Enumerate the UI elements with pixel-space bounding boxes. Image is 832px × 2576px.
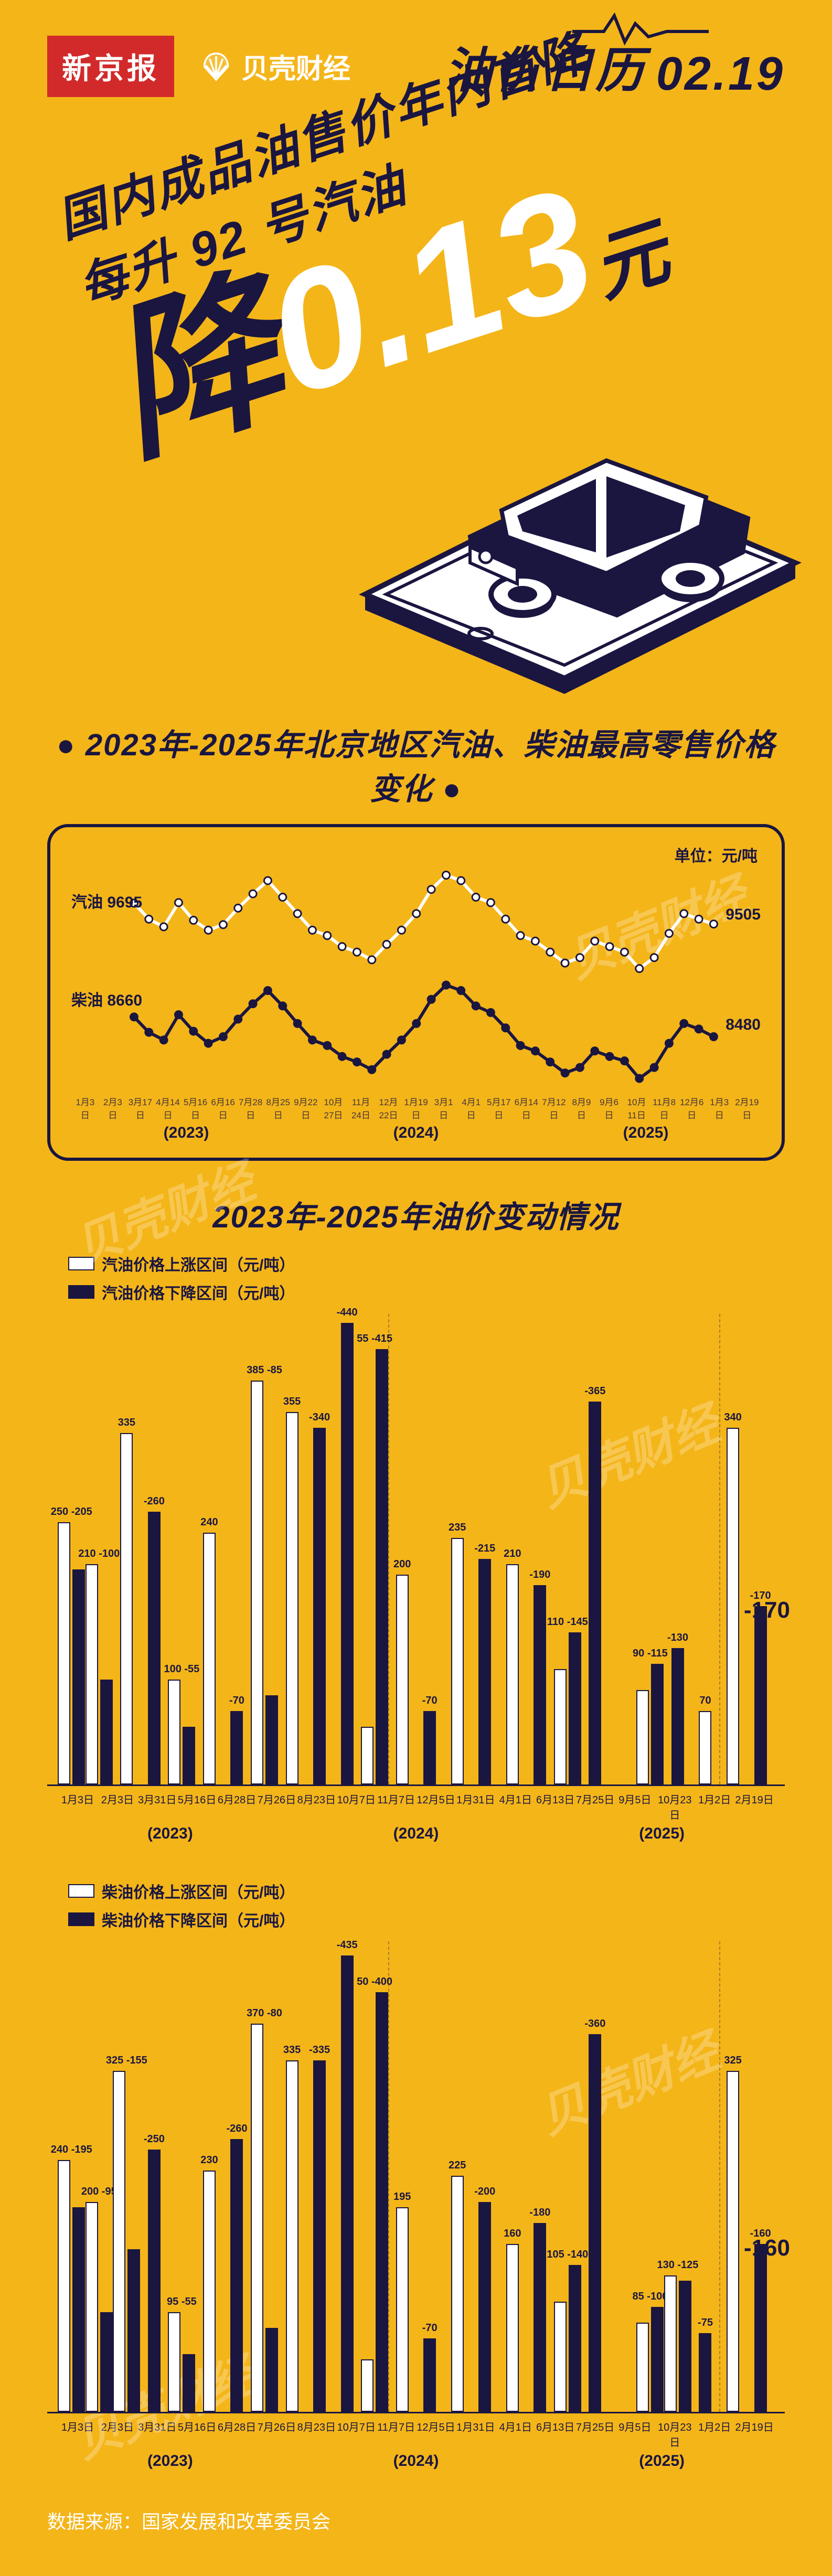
gasoline-legend: 汽油价格上涨区间（元/吨） 汽油价格下降区间（元/吨） bbox=[68, 1252, 785, 1303]
gasoline-xticks: 1月3日2月3日3月31日5月16日6月28日7月26日8月23日10月7日11… bbox=[47, 1791, 785, 1822]
hero: 国内成品油售价年内首降 每升 92 号汽油 降0.13元 bbox=[47, 122, 785, 699]
line-chart-box: 贝壳财经 单位：元/吨 汽油 9695 9505 柴油 8660 8480 1月… bbox=[47, 824, 785, 1161]
gasoline-left-label: 汽油 9695 bbox=[71, 889, 142, 912]
legend-down-label: 柴油价格下降区间（元/吨） bbox=[102, 1908, 295, 1931]
line-chart-svg bbox=[71, 859, 761, 1089]
brand-xinjingbao: 新京报 bbox=[47, 36, 174, 97]
section2-title: 2023年-2025年油价变动情况 bbox=[47, 1192, 785, 1236]
line-chart-title-text: 2023年-2025年北京地区汽油、柴油最高零售价格变化 bbox=[86, 728, 775, 806]
year-2025: (2025) bbox=[639, 1825, 685, 1843]
line-chart-years: (2023) (2024) (2025) bbox=[71, 1124, 761, 1142]
brand-beike: 贝壳财经 bbox=[200, 47, 350, 86]
title-date: 02.19 bbox=[656, 47, 785, 101]
diesel-legend: 柴油价格上涨区间（元/吨） 柴油价格下降区间（元/吨） bbox=[68, 1879, 785, 1931]
swatch-up bbox=[68, 1884, 94, 1898]
diesel-right-label: 8480 bbox=[726, 1016, 761, 1034]
brand-beike-label: 贝壳财经 bbox=[241, 47, 350, 86]
gasoline-bar-chart: 贝壳财经 250 -205210 -100335-260100 -55240-7… bbox=[47, 1314, 785, 1843]
gasoline-final: -170 bbox=[744, 1597, 790, 1623]
diesel-final: -160 bbox=[744, 2235, 790, 2261]
year-2023: (2023) bbox=[147, 2452, 193, 2470]
swatch-down bbox=[68, 1285, 94, 1299]
line-chart-xticks: 1月3日2月3日3月17日4月14日5月16日6月16日7月28日8月25日9月… bbox=[71, 1095, 761, 1121]
line-chart: 汽油 9695 9505 柴油 8660 8480 bbox=[71, 859, 761, 1089]
gasoline-bars-area: 250 -205210 -100335-260100 -55240-70385 … bbox=[47, 1314, 785, 1786]
year-2025: (2025) bbox=[639, 2452, 685, 2470]
line-chart-title: ● 2023年-2025年北京地区汽油、柴油最高零售价格变化 ● bbox=[47, 720, 785, 808]
car-on-phone-icon bbox=[334, 374, 806, 699]
year-2023: (2023) bbox=[147, 1825, 193, 1843]
legend-up-label: 汽油价格上涨区间（元/吨） bbox=[102, 1252, 295, 1275]
year-2025: (2025) bbox=[623, 1124, 669, 1142]
swatch-down bbox=[68, 1912, 94, 1926]
year-2024: (2024) bbox=[393, 1124, 439, 1142]
diesel-bars-area: 240 -195200 -95325 -155-25095 -55230-260… bbox=[47, 1941, 785, 2413]
page: 新京报 贝壳财经 油价日历 02.19 国内成品油售价年内首降 每升 92 号汽… bbox=[0, 0, 832, 2576]
year-2023: (2023) bbox=[164, 1124, 209, 1142]
legend-down-label: 汽油价格下降区间（元/吨） bbox=[102, 1280, 295, 1303]
legend-up-label: 柴油价格上涨区间（元/吨） bbox=[102, 1879, 295, 1902]
diesel-bar-chart: 贝壳财经 贝壳财经 240 -195200 -95325 -155-25095 … bbox=[47, 1941, 785, 2470]
data-source: 数据来源：国家发展和改革委员会 bbox=[47, 2507, 785, 2534]
shell-icon bbox=[200, 51, 232, 82]
swatch-up bbox=[68, 1257, 94, 1270]
year-2024: (2024) bbox=[393, 1825, 439, 1843]
diesel-years: (2023) (2024) (2025) bbox=[47, 2452, 785, 2470]
diesel-left-label: 柴油 8660 bbox=[71, 987, 142, 1010]
gasoline-years: (2023) (2024) (2025) bbox=[47, 1825, 785, 1843]
gasoline-right-label: 9505 bbox=[726, 906, 761, 924]
year-2024: (2024) bbox=[393, 2452, 439, 2470]
diesel-xticks: 1月3日2月3日3月31日5月16日6月28日7月26日8月23日10月7日11… bbox=[47, 2419, 785, 2449]
